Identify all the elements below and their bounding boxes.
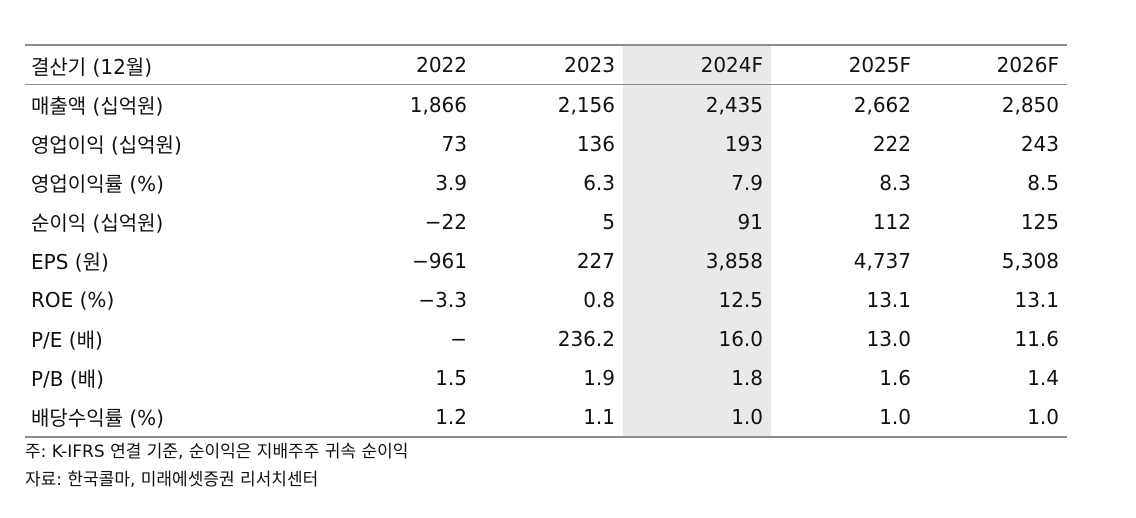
table-cell: 2,662 — [853, 92, 911, 117]
row-label: 영업이익 (십억원) — [31, 133, 182, 157]
table-cell: 1,866 — [409, 92, 467, 117]
table-cell: 13.1 — [866, 287, 911, 312]
table-row: P/E (배) − 236.2 16.0 13.0 11.6 — [25, 319, 1067, 358]
table-cell: 8.5 — [1027, 170, 1059, 195]
row-label: 배당수익률 (%) — [31, 406, 164, 430]
table-cell: 1.0 — [623, 397, 771, 437]
table-row: ROE (%) −3.3 0.8 12.5 13.1 13.1 — [25, 280, 1067, 319]
table-cell: 112 — [872, 209, 911, 234]
table-cell: 1.8 — [623, 358, 771, 397]
table-row: 매출액 (십억원) 1,866 2,156 2,435 2,662 2,850 — [25, 84, 1067, 124]
row-label: P/E (배) — [31, 328, 103, 352]
table-cell: 3.9 — [435, 170, 467, 195]
row-label: 순이익 (십억원) — [31, 211, 164, 235]
table-row: 영업이익 (십억원) 73 136 193 222 243 — [25, 124, 1067, 163]
table-cell: 2,156 — [557, 92, 615, 117]
table-cell: 0.8 — [583, 287, 615, 312]
table-cell: − — [450, 326, 467, 351]
table-cell: 1.6 — [879, 365, 911, 390]
table-cell: 2,850 — [1001, 92, 1059, 117]
row-label: EPS (원) — [31, 250, 109, 274]
table-cell: 236.2 — [557, 326, 615, 351]
table-header-row: 결산기 (12월) 2022 2023 2024F 2025F 2026F — [25, 45, 1067, 85]
table-row: 배당수익률 (%) 1.2 1.1 1.0 1.0 1.0 — [25, 397, 1067, 437]
table-cell: 227 — [576, 248, 615, 273]
table-cell: −961 — [412, 248, 467, 273]
table-cell: 222 — [872, 131, 911, 156]
row-label: 매출액 (십억원) — [31, 94, 164, 118]
table-cell: 2,435 — [623, 84, 771, 124]
basis-note: 주: K-IFRS 연결 기준, 순이익은 지배주주 귀속 순이익 — [25, 442, 409, 462]
row-label: ROE (%) — [31, 287, 115, 312]
header-year-2024f: 2024F — [623, 45, 771, 85]
table-cell: 1.0 — [879, 404, 911, 429]
table-notes: 주: K-IFRS 연결 기준, 순이익은 지배주주 귀속 순이익 자료: 한국… — [25, 438, 408, 494]
table-cell: 1.4 — [1027, 365, 1059, 390]
table-cell: 4,737 — [853, 248, 911, 273]
header-year-2022: 2022 — [416, 53, 467, 77]
table-cell: −3.3 — [418, 287, 467, 312]
header-fiscal-period: 결산기 (12월) — [31, 54, 153, 79]
table-cell: 91 — [623, 202, 771, 241]
table-cell: 1.2 — [435, 404, 467, 429]
table-cell: 1.9 — [583, 365, 615, 390]
table-cell: 125 — [1020, 209, 1059, 234]
table-cell: 243 — [1020, 131, 1059, 156]
table-cell: 5 — [602, 209, 615, 234]
table-cell: −22 — [424, 209, 467, 234]
table-cell: 12.5 — [623, 280, 771, 319]
table-row: EPS (원) −961 227 3,858 4,737 5,308 — [25, 241, 1067, 280]
table-row: 순이익 (십억원) −22 5 91 112 125 — [25, 202, 1067, 241]
table-cell: 6.3 — [583, 170, 615, 195]
financial-summary-table-wrapper: 결산기 (12월) 2022 2023 2024F 2025F 2026F 매출… — [25, 44, 1067, 438]
header-year-2026f: 2026F — [996, 53, 1059, 77]
table-cell: 3,858 — [623, 241, 771, 280]
table-cell: 5,308 — [1001, 248, 1059, 273]
table-cell: 193 — [623, 124, 771, 163]
table-row: 영업이익률 (%) 3.9 6.3 7.9 8.3 8.5 — [25, 163, 1067, 202]
row-label: P/B (배) — [31, 367, 104, 391]
table-cell: 8.3 — [879, 170, 911, 195]
table-cell: 7.9 — [623, 163, 771, 202]
table-row: P/B (배) 1.5 1.9 1.8 1.6 1.4 — [25, 358, 1067, 397]
row-label: 영업이익률 (%) — [31, 172, 164, 196]
table-cell: 13.0 — [866, 326, 911, 351]
table-cell: 1.0 — [1027, 404, 1059, 429]
table-cell: 11.6 — [1014, 326, 1059, 351]
header-year-2023: 2023 — [564, 53, 615, 77]
table-cell: 136 — [576, 131, 615, 156]
table-cell: 73 — [441, 131, 467, 156]
financial-summary-table: 결산기 (12월) 2022 2023 2024F 2025F 2026F 매출… — [25, 44, 1067, 438]
table-cell: 13.1 — [1014, 287, 1059, 312]
table-cell: 1.5 — [435, 365, 467, 390]
source-note: 자료: 한국콜마, 미래에셋증권 리서치센터 — [25, 470, 319, 490]
table-cell: 16.0 — [623, 319, 771, 358]
header-year-2025f: 2025F — [848, 53, 911, 77]
table-cell: 1.1 — [583, 404, 615, 429]
